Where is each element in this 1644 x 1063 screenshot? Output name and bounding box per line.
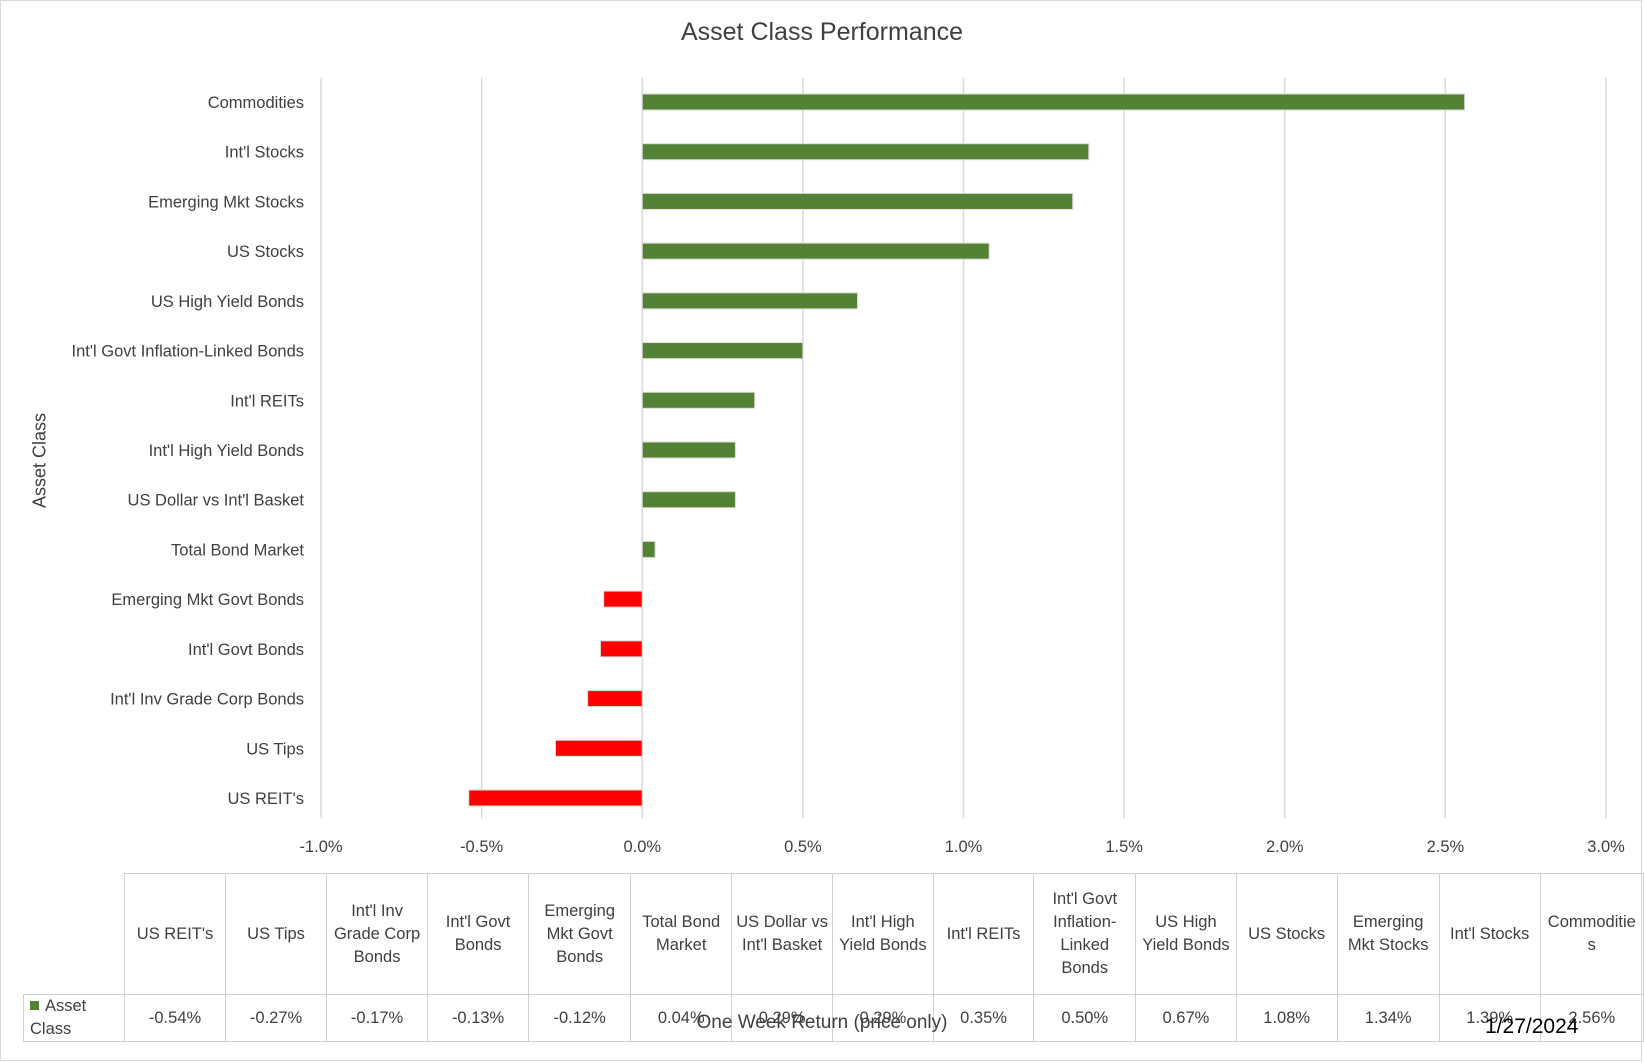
bar bbox=[641, 391, 756, 409]
y-category-label: Int'l REITs bbox=[230, 392, 304, 410]
bar bbox=[555, 739, 643, 757]
y-category-label: Int'l High Yield Bonds bbox=[149, 442, 304, 460]
y-category-label: Int'l Govt Bonds bbox=[188, 641, 304, 659]
y-category-label: US Dollar vs Int'l Basket bbox=[128, 492, 305, 510]
x-tick-label: 3.0% bbox=[1587, 838, 1625, 856]
x-axis-label: One Week Return (price only) bbox=[696, 1012, 948, 1033]
table-value-cell: 0.04% bbox=[630, 994, 733, 1042]
table-value-cell: 1.39% bbox=[1438, 994, 1541, 1042]
y-category-label: Emerging Mkt Govt Bonds bbox=[111, 591, 304, 609]
y-category-label: Int'l Inv Grade Corp Bonds bbox=[110, 691, 304, 709]
table-header-cell: US Dollar vs Int'l Basket bbox=[731, 873, 834, 995]
bar bbox=[641, 491, 736, 509]
x-tick-label: -1.0% bbox=[299, 838, 342, 856]
bar bbox=[641, 292, 858, 310]
x-tick-label: 1.5% bbox=[1105, 838, 1143, 856]
y-category-label: US High Yield Bonds bbox=[151, 293, 304, 311]
table-value-cell: 2.56% bbox=[1539, 994, 1644, 1042]
x-tick-label: -0.5% bbox=[460, 838, 503, 856]
data-table-value-row: Asset Class -0.54% -0.27% -0.17% -0.13% -0.1… bbox=[22, 994, 1644, 1042]
table-header-cell: Emerging Mkt Govt Bonds bbox=[528, 873, 632, 995]
table-value-cell: 1.34% bbox=[1336, 994, 1440, 1042]
y-category-label: Int'l Stocks bbox=[225, 144, 304, 162]
chart-title: Asset Class Performance bbox=[680, 18, 964, 46]
bar bbox=[641, 93, 1466, 111]
table-value-cell: -0.17% bbox=[326, 994, 429, 1042]
x-tick-label: 2.5% bbox=[1427, 838, 1465, 856]
bar bbox=[468, 789, 643, 807]
table-header-cell: Emerging Mkt Stocks bbox=[1336, 873, 1440, 995]
bar bbox=[599, 640, 643, 658]
bar bbox=[587, 690, 643, 708]
legend-entry: Asset Class bbox=[22, 994, 126, 1042]
bar bbox=[641, 540, 656, 558]
legend-label: Asset Class bbox=[30, 997, 87, 1038]
table-value-cell: 0.67% bbox=[1135, 994, 1237, 1042]
table-header-cell: Int'l Inv Grade Corp Bonds bbox=[326, 873, 429, 995]
table-header-cell: Int'l High Yield Bonds bbox=[832, 873, 934, 995]
table-header-cell: Int'l Govt Bonds bbox=[427, 873, 530, 995]
table-value-cell: 0.29% bbox=[832, 994, 934, 1042]
table-value-cell: -0.54% bbox=[124, 994, 227, 1042]
legend-swatch bbox=[30, 1001, 39, 1011]
table-header-cell: Int'l REITs bbox=[932, 873, 1035, 995]
bar bbox=[641, 342, 804, 360]
data-table-header-row: US REIT's US Tips Int'l Inv Grade Corp Bon… bbox=[23, 873, 1644, 995]
y-category-label: Emerging Mkt Stocks bbox=[148, 193, 304, 211]
table-value-cell: -0.13% bbox=[427, 994, 530, 1042]
bar bbox=[641, 441, 736, 459]
table-value-cell: -0.27% bbox=[225, 994, 328, 1042]
table-value-cell: 0.29% bbox=[731, 994, 834, 1042]
y-category-label: US Tips bbox=[246, 740, 304, 758]
bar bbox=[641, 242, 990, 260]
y-category-label: US Stocks bbox=[227, 243, 304, 261]
table-header-cell: US High Yield Bonds bbox=[1135, 873, 1237, 995]
table-value-cell: -0.12% bbox=[528, 994, 632, 1042]
table-value-cell: 1.08% bbox=[1235, 994, 1338, 1042]
table-header-cell: US Stocks bbox=[1235, 873, 1338, 995]
table-header-cell: US REIT's bbox=[124, 873, 227, 995]
table-header-cell: Commoditie s bbox=[1539, 873, 1644, 995]
data-table-corner bbox=[23, 873, 126, 995]
y-category-label: US REIT's bbox=[228, 790, 305, 808]
y-category-label: Commodities bbox=[208, 94, 304, 112]
x-tick-label: 0.5% bbox=[784, 838, 822, 856]
table-value-cell: 0.50% bbox=[1033, 994, 1137, 1042]
x-tick-label: 2.0% bbox=[1266, 838, 1304, 856]
x-tick-label: 1.0% bbox=[945, 838, 983, 856]
bar bbox=[641, 143, 1090, 161]
y-category-label: Total Bond Market bbox=[171, 541, 304, 559]
bar bbox=[603, 590, 643, 608]
table-header-cell: US Tips bbox=[225, 873, 328, 995]
table-header-cell: Int'l Govt Inflation-Linked Bonds bbox=[1033, 873, 1137, 995]
x-tick-label: 0.0% bbox=[623, 838, 661, 856]
date-stamp: 1/27/2024 bbox=[1485, 1015, 1579, 1038]
y-category-label: Int'l Govt Inflation-Linked Bonds bbox=[72, 343, 304, 361]
table-header-cell: Int'l Stocks bbox=[1438, 873, 1541, 995]
table-value-cell: 0.35% bbox=[932, 994, 1035, 1042]
data-table: US REIT's US Tips Int'l Inv Grade Corp Bon… bbox=[22, 873, 1644, 1042]
table-header-cell: Total Bond Market bbox=[630, 873, 733, 995]
y-axis-label: Asset Class bbox=[29, 412, 50, 509]
bar bbox=[641, 192, 1074, 210]
